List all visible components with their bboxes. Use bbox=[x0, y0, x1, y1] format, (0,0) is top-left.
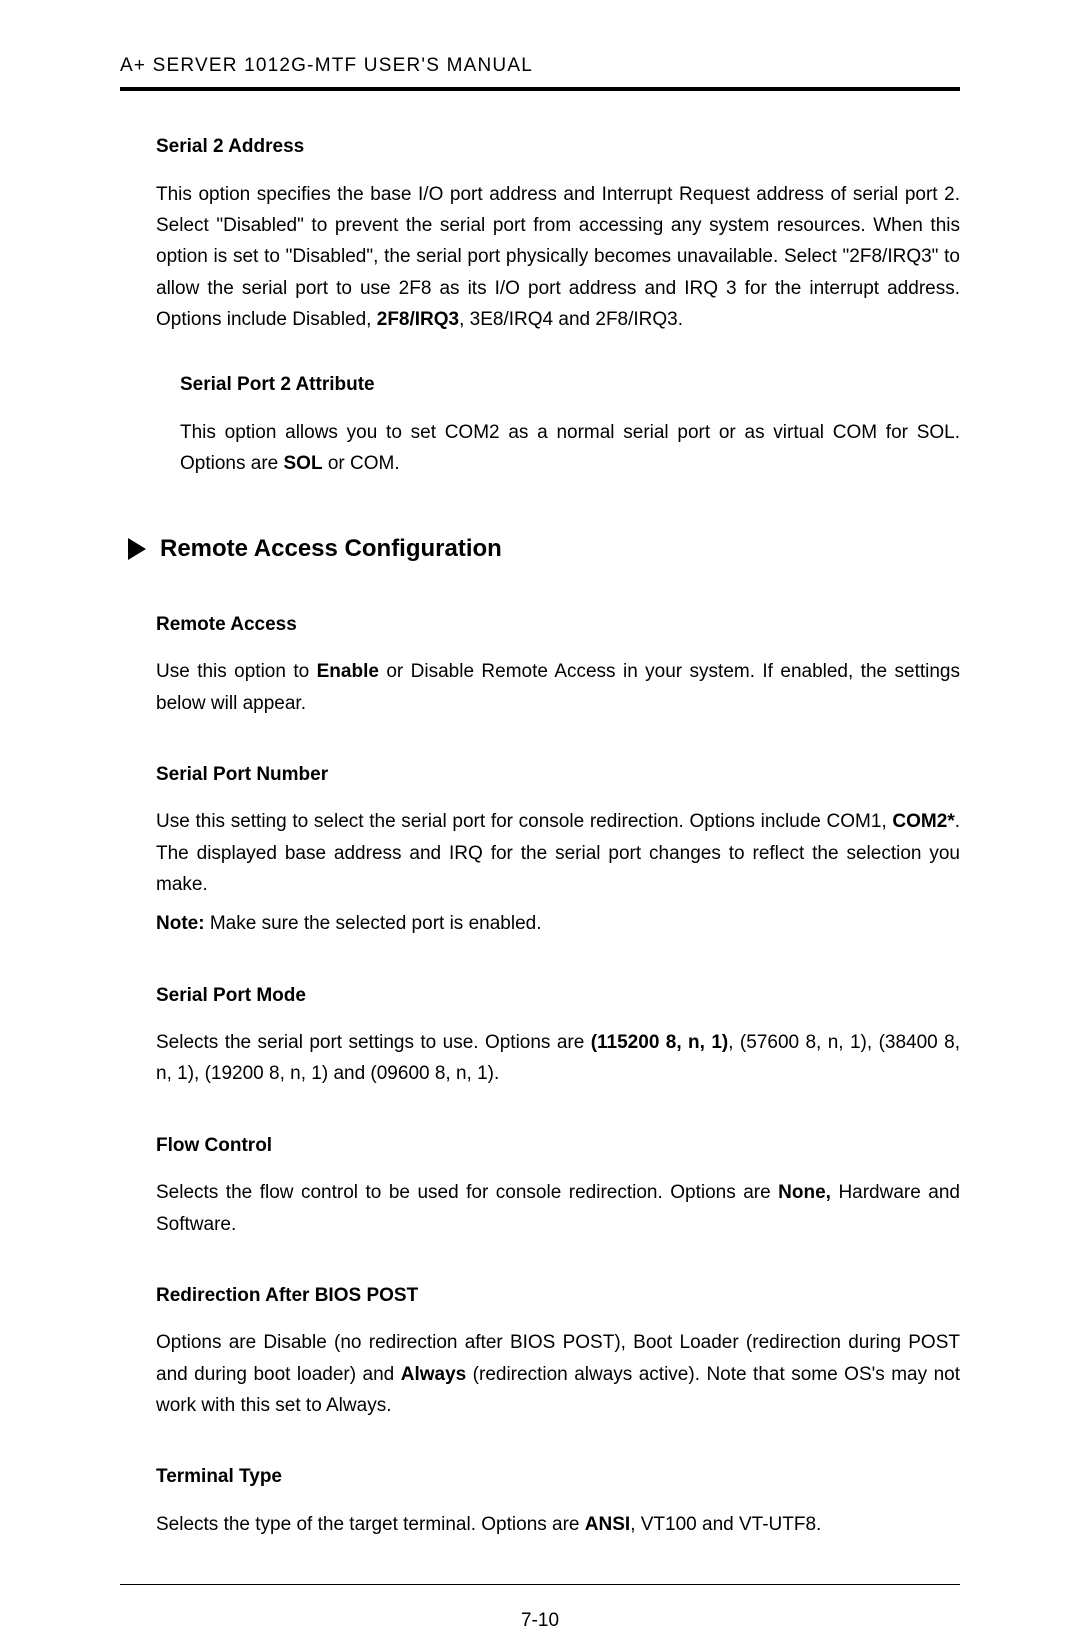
heading-serial-port-number: Serial Port Number bbox=[156, 759, 960, 790]
heading-remote-access: Remote Access bbox=[156, 609, 960, 640]
body-serial-port-number: Use this setting to select the serial po… bbox=[156, 806, 960, 900]
text-segment: Selects the flow control to be used for … bbox=[156, 1182, 778, 1203]
text-segment: , 3E8/IRQ4 and 2F8/IRQ3. bbox=[459, 309, 683, 330]
text-segment: Use this option to bbox=[156, 661, 317, 682]
heading-terminal-type: Terminal Type bbox=[156, 1461, 960, 1492]
text-segment: , VT100 and VT-UTF8. bbox=[630, 1514, 821, 1535]
body-serial-port-mode: Selects the serial port settings to use.… bbox=[156, 1027, 960, 1090]
note-label: Note: bbox=[156, 913, 205, 934]
footer-page-number: 7-10 bbox=[120, 1605, 960, 1636]
text-segment: Use this setting to select the serial po… bbox=[156, 811, 892, 832]
footer-divider bbox=[120, 1584, 960, 1585]
body-serial2-address: This option specifies the base I/O port … bbox=[156, 179, 960, 336]
heading-serial2-address: Serial 2 Address bbox=[156, 131, 960, 162]
triangle-icon bbox=[128, 538, 146, 560]
text-segment: Selects the serial port settings to use.… bbox=[156, 1032, 591, 1053]
heading-remote-access-config: Remote Access Configuration bbox=[160, 529, 502, 569]
header-divider bbox=[120, 87, 960, 91]
header-title: A+ SERVER 1012G-MTF USER'S MANUAL bbox=[120, 50, 960, 81]
bold-segment: Enable bbox=[317, 661, 379, 682]
bold-segment: (115200 8, n, 1) bbox=[591, 1032, 729, 1053]
text-segment: Selects the type of the target terminal.… bbox=[156, 1514, 585, 1535]
body-remote-access: Use this option to Enable or Disable Rem… bbox=[156, 656, 960, 719]
body-flow-control: Selects the flow control to be used for … bbox=[156, 1177, 960, 1240]
body-redirection-after-bios: Options are Disable (no redirection afte… bbox=[156, 1327, 960, 1421]
bold-segment: SOL bbox=[284, 453, 323, 474]
note-serial-port-number: Note: Make sure the selected port is ena… bbox=[156, 908, 960, 939]
bold-segment: Always bbox=[401, 1364, 466, 1385]
heading-flow-control: Flow Control bbox=[156, 1130, 960, 1161]
body-serial-port2-attribute: This option allows you to set COM2 as a … bbox=[180, 417, 960, 480]
note-text: Make sure the selected port is enabled. bbox=[205, 913, 542, 934]
bold-segment: 2F8/IRQ3 bbox=[377, 309, 459, 330]
main-section-remote-access-config: Remote Access Configuration bbox=[128, 529, 960, 569]
body-terminal-type: Selects the type of the target terminal.… bbox=[156, 1509, 960, 1540]
heading-serial-port-mode: Serial Port Mode bbox=[156, 980, 960, 1011]
bold-segment: None, bbox=[778, 1182, 831, 1203]
bold-segment: ANSI bbox=[585, 1514, 630, 1535]
heading-redirection-after-bios: Redirection After BIOS POST bbox=[156, 1280, 960, 1311]
heading-serial-port2-attribute: Serial Port 2 Attribute bbox=[180, 369, 960, 400]
text-segment: or COM. bbox=[323, 453, 400, 474]
bold-segment: COM2* bbox=[892, 811, 954, 832]
